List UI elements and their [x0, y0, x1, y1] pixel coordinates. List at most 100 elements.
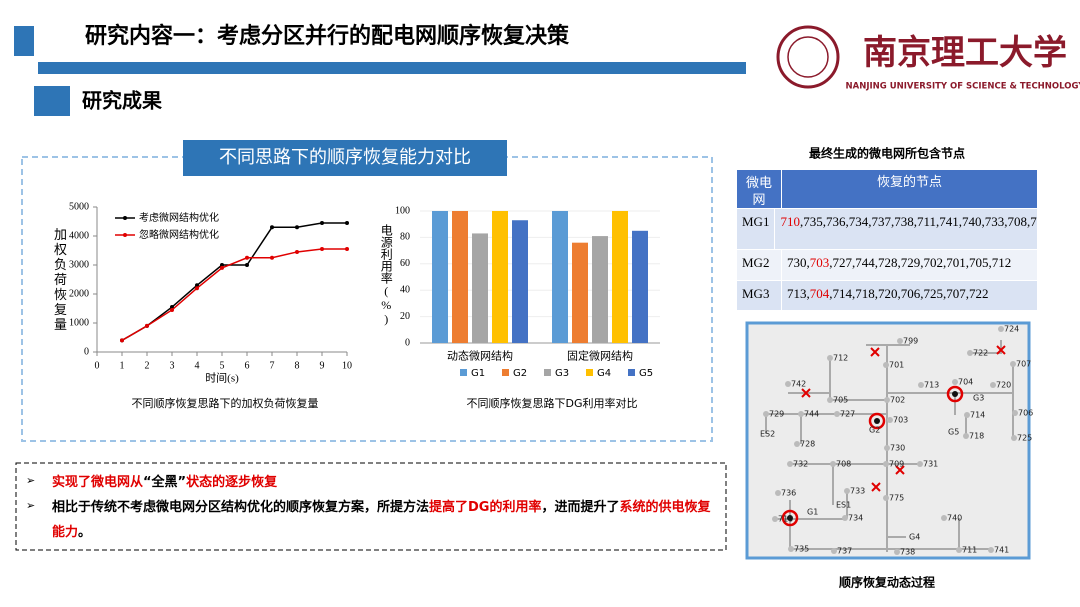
node-label: 732: [793, 460, 808, 469]
node-label: ES1: [836, 501, 851, 510]
node-label: 701: [889, 361, 904, 370]
caption: 不同顺序恢复思路下DG利用率对比: [467, 396, 638, 410]
node: [894, 549, 900, 555]
table-cell: MG2: [737, 250, 782, 280]
y-tick-label: 3000: [69, 259, 89, 270]
bullet-segment: 状态的逐步恢复: [186, 475, 278, 490]
node-label: G4: [909, 533, 920, 542]
node: [830, 461, 836, 467]
node-label: 736: [781, 489, 796, 498]
fault-marks: [801, 345, 1006, 492]
node-label: 740: [947, 514, 962, 523]
bullet-segment: ，进而提升了: [541, 500, 620, 515]
y-tick-label: 60: [400, 258, 410, 269]
table-cell: 713,704,714,718,720,706,725,707,722: [782, 281, 1037, 310]
node-label: 706: [1018, 409, 1033, 418]
table-row: MG1 710,735,736,734,737,738,711,741,740,7…: [737, 208, 1037, 249]
x-tick-label: 6: [245, 360, 250, 371]
node-label: 703: [893, 416, 908, 425]
legend-label: 考虑微网结构优化: [139, 211, 219, 224]
node: [883, 495, 889, 501]
x-tick-label: 0: [95, 360, 100, 371]
point: [295, 225, 299, 230]
bullet-marker: ➢: [26, 499, 35, 512]
node-label: 728: [800, 440, 815, 449]
node-label: 707: [1016, 360, 1031, 369]
table-header: 微电网 恢复的节点: [737, 170, 1037, 208]
circled-nodes: [781, 385, 964, 527]
node-label: 702: [890, 396, 905, 405]
x-tick-label: 2: [145, 360, 150, 371]
point: [220, 265, 224, 270]
table-cell: 730,703,727,744,728,729,702,701,705,712: [782, 250, 1037, 280]
bullet-segment: 提高了DG的利用率: [429, 500, 542, 515]
logo: [787, 36, 829, 78]
legend-marker: [123, 216, 127, 220]
point: [245, 255, 249, 260]
x-tick-label: 动态微网结构: [447, 349, 513, 363]
point: [195, 283, 199, 288]
node-list: ,727,744,728,729,702,701,705,712: [829, 255, 1012, 270]
node: [1011, 435, 1017, 441]
legend-label: G3: [555, 368, 569, 379]
node-label: 724: [1004, 325, 1019, 334]
node-label: 714: [970, 411, 985, 420]
bullets: 实现了微电网从“全黑”状态的逐步恢复相比于传统不考虑微电网分区结构优化的顺序恢复…: [52, 470, 722, 545]
node-list: 703: [809, 255, 830, 270]
table-body: 微电网 恢复的节点 MG1 710,735,736,734,737,738,711,7…: [737, 170, 1037, 310]
header-bar: [38, 62, 746, 74]
node: [887, 417, 893, 423]
bullet: 实现了微电网从“全黑”状态的逐步恢复: [52, 470, 722, 495]
bullet-segment: 系统的供电恢复能力: [52, 500, 711, 540]
node: [963, 433, 969, 439]
node: [842, 515, 848, 521]
node: [967, 350, 973, 356]
node: [918, 382, 924, 388]
y-tick-label: 100: [395, 205, 410, 216]
node-label: 730: [890, 444, 905, 453]
legend-label: G1: [471, 368, 485, 379]
node-label: 735: [794, 545, 809, 554]
node-label: 718: [969, 432, 984, 441]
legend-swatch: [502, 369, 509, 376]
node-label: 738: [900, 548, 915, 557]
circled-nodes: [787, 391, 958, 521]
series-line: [121, 222, 347, 342]
node-label: 704: [958, 378, 973, 387]
bullet-box: [15, 462, 727, 551]
point: [170, 307, 174, 312]
node: [990, 382, 996, 388]
node-label: G3: [973, 394, 984, 403]
point: [270, 255, 274, 260]
node: [998, 326, 1004, 332]
deco: [34, 86, 70, 116]
node: [827, 355, 833, 361]
node: [834, 411, 840, 417]
node-label: 799: [903, 337, 918, 346]
legend-swatch: [460, 369, 467, 376]
node: [1010, 361, 1016, 367]
series-line: [121, 248, 347, 342]
node-list: 704: [809, 286, 830, 301]
y-tick-label: 1000: [69, 317, 89, 328]
y-label: 加权负荷恢复量: [52, 228, 67, 333]
panel-title: 不同思路下的顺序恢复能力对比: [219, 147, 471, 168]
table-head-cell: 微电网: [737, 170, 782, 208]
x-tick-label: 5: [220, 360, 225, 371]
bullet-marker: ➢: [26, 474, 35, 487]
point: [120, 338, 124, 343]
x-tick-label: 3: [170, 360, 175, 371]
panel-title-bg: [183, 140, 507, 176]
y-label: 电源利用率(%): [379, 224, 393, 326]
y-tick-label: 80: [400, 232, 410, 243]
legend-label: G5: [639, 368, 653, 379]
table-cell: MG1: [737, 209, 776, 249]
node-label: 775: [889, 494, 904, 503]
x-tick-label: 7: [270, 360, 275, 371]
legend-label: 忽略微网结构优化: [139, 228, 219, 241]
bar: [492, 211, 508, 343]
legend-swatch: [544, 369, 551, 376]
node: [883, 461, 889, 467]
bullet: 相比于传统不考虑微电网分区结构优化的顺序恢复方案，所提方法提高了DG的利用率，进…: [52, 495, 722, 545]
section: 研究成果: [82, 89, 162, 113]
